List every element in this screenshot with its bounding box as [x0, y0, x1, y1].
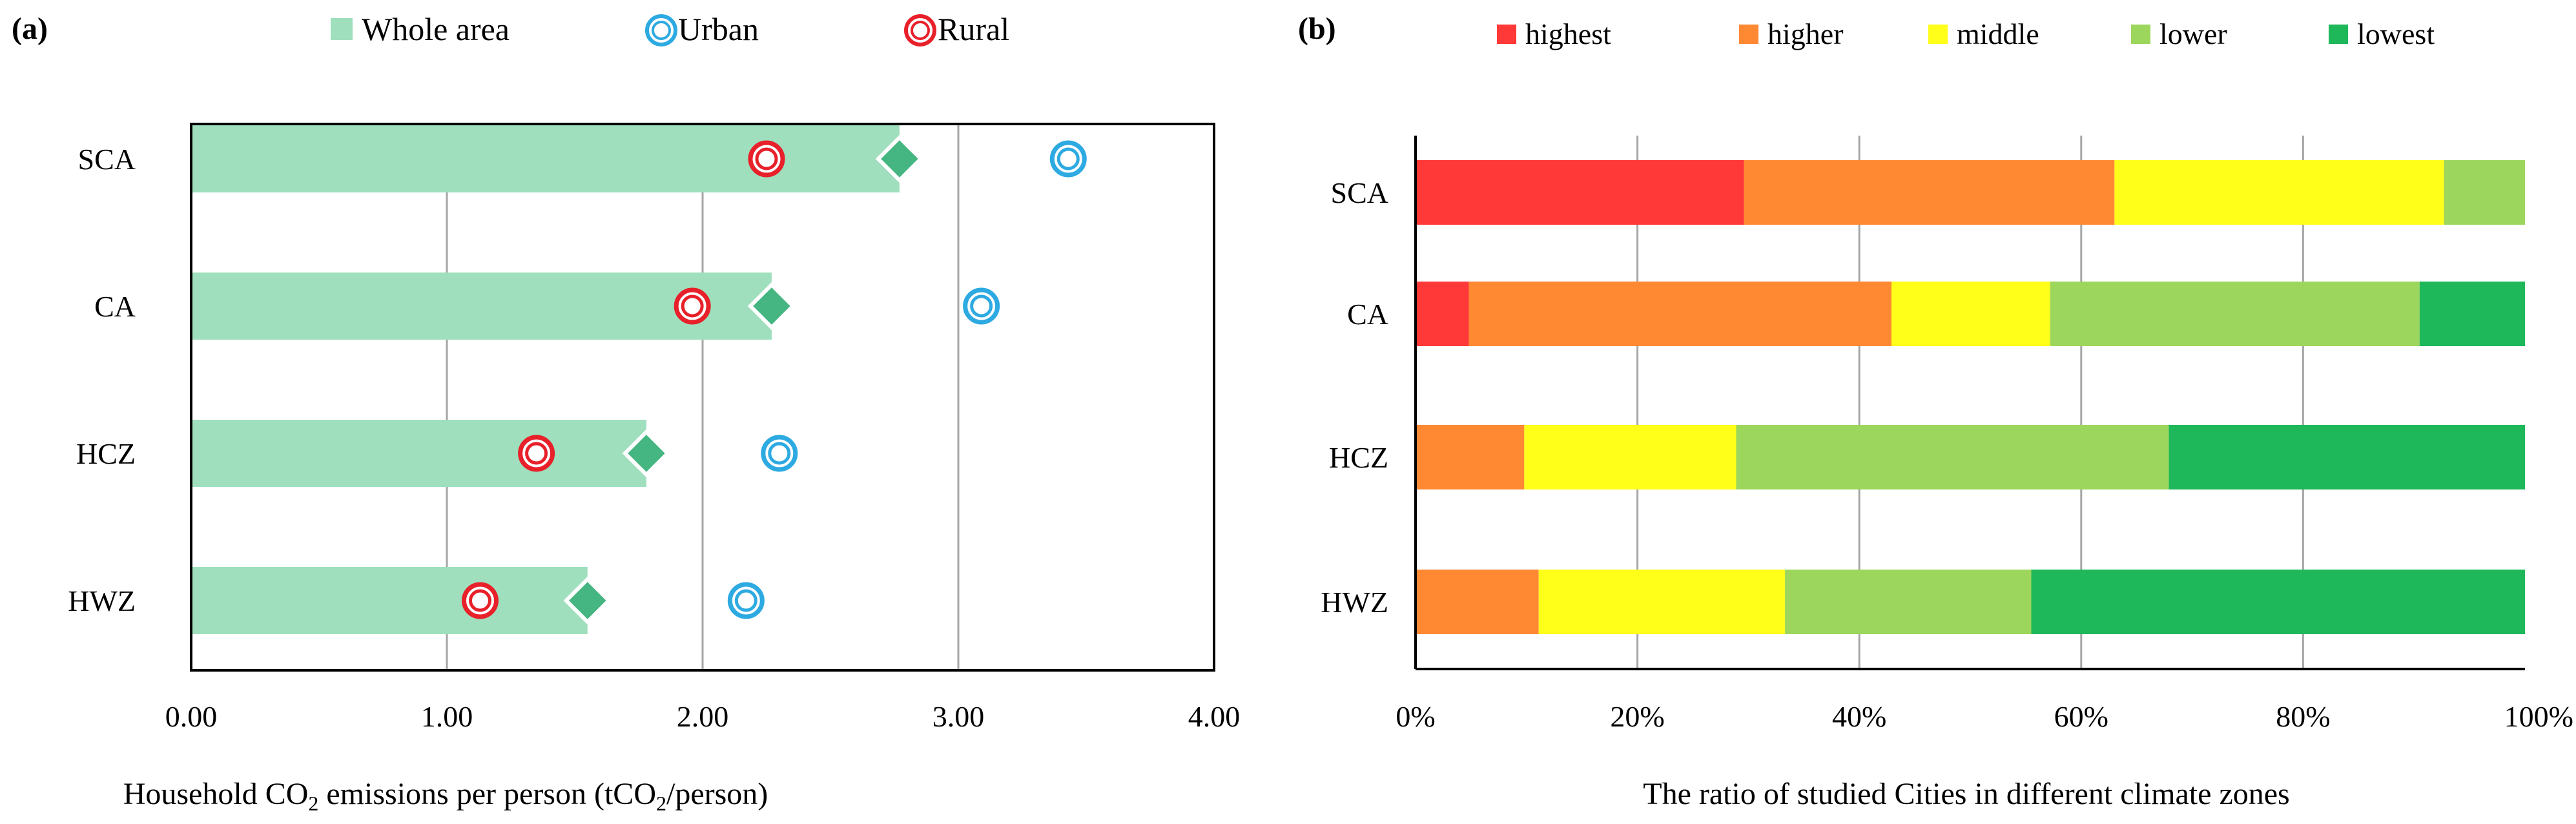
marker-urban-inner-hcz [768, 442, 791, 465]
x-tick-label: 40% [1832, 700, 1886, 733]
xlabel-part: Household CO [123, 777, 309, 811]
bar-whole-area-hcz [191, 420, 646, 487]
legend-swatch-rural-inner [911, 21, 930, 40]
bar-whole-area-hwz [191, 567, 588, 634]
panel-a: (a) Whole area Urban Rural SCA CA HCZ HWZ 0.0… [12, 11, 1240, 815]
panel-b-label: (b) [1298, 12, 1336, 46]
bar-segment-lowest-ca [2419, 282, 2525, 346]
panel-b: (b) highest higher middle lower lowest SCA CA… [1298, 12, 2573, 811]
bar-segment-higher-hcz [1416, 425, 1525, 489]
x-tick-label: 0% [1396, 700, 1435, 733]
bar-segment-lowest-hwz [2031, 570, 2525, 634]
panel-a-bars [191, 125, 900, 634]
panel-a-markers [461, 134, 1087, 625]
legend-swatch-urban-inner [652, 21, 671, 40]
bar-segment-lower-hwz [1785, 570, 2032, 634]
legend-label-lowest: lowest [2357, 17, 2435, 50]
marker-whole-area-hwz [563, 576, 612, 625]
bar-segment-higher-ca [1468, 282, 1892, 346]
bar-segment-lower-hcz [1736, 425, 2169, 489]
marker-urban-inner-hwz [734, 589, 757, 612]
x-tick-label: 100% [2504, 700, 2573, 733]
legend-swatch-highest [1497, 25, 1516, 44]
panel-a-label: (a) [12, 12, 48, 46]
panel-a-frame [190, 123, 1215, 672]
bar-segment-lower-ca [2050, 282, 2420, 346]
x-tick-label: 1.00 [421, 700, 473, 733]
panel-a-legend: Whole area Urban Rural [331, 11, 1009, 47]
x-tick-label: 80% [2276, 700, 2330, 733]
legend-label-middle: middle [1957, 17, 2039, 50]
legend-label-lower: lower [2159, 17, 2227, 50]
bar-segment-middle-hcz [1524, 425, 1736, 489]
xlabel-part: emissions per person (tCO [318, 777, 656, 811]
marker-whole-area-hcz [622, 429, 671, 478]
x-tick-label: 60% [2054, 700, 2108, 733]
legend-label-highest: highest [1525, 17, 1611, 50]
x-tick-label: 2.00 [677, 700, 729, 733]
x-tick-label: 4.00 [1188, 700, 1241, 733]
bar-whole-area-sca [191, 125, 900, 192]
x-tick-label: 3.00 [933, 700, 985, 733]
bar-segment-highest-sca [1416, 160, 1744, 225]
bar-segment-lowest-hcz [2169, 425, 2525, 489]
category-label-hwz: HWZ [68, 584, 136, 617]
panel-b-x-tick-labels: 0% 20% 40% 60% 80% 100% [1396, 700, 2573, 733]
panel-b-legend: highest higher middle lower lowest [1497, 17, 2435, 50]
bar-segment-highest-ca [1416, 282, 1469, 346]
panel-b-x-axis-title: The ratio of studied Cities in different… [1643, 777, 2289, 811]
panel-a-category-labels: SCA CA HCZ HWZ [68, 143, 136, 617]
legend-swatch-middle [1928, 25, 1948, 44]
marker-whole-area-sca [875, 134, 924, 183]
legend-swatch-lowest [2329, 25, 2348, 44]
legend-swatch-higher [1739, 25, 1758, 44]
xlabel-subscript: 2 [308, 792, 318, 815]
bar-segment-higher-sca [1744, 160, 2115, 225]
legend-swatch-whole-area [331, 18, 353, 40]
panel-b-category-labels: SCA CA HCZ HWZ [1321, 176, 1388, 619]
category-label-hwz: HWZ [1321, 586, 1388, 619]
marker-rural-inner-sca [755, 147, 778, 170]
legend-label-higher: higher [1767, 17, 1844, 50]
panel-a-x-axis-title: Household CO2 emissions per person (tCO2… [123, 777, 768, 815]
bar-segment-lower-sca [2444, 160, 2525, 225]
marker-urban-inner-sca [1056, 147, 1080, 170]
x-tick-label: 0.00 [165, 700, 218, 733]
category-label-hcz: HCZ [1329, 441, 1388, 474]
legend-swatch-lower [2131, 25, 2150, 44]
panel-b-frame [1414, 136, 2525, 670]
marker-urban-inner-ca [970, 294, 993, 318]
bar-segment-middle-sca [2114, 160, 2444, 225]
category-label-hcz: HCZ [76, 437, 136, 470]
category-label-ca: CA [94, 290, 136, 323]
marker-rural-inner-hwz [468, 589, 491, 612]
panel-b-stacked-bars [1416, 160, 2525, 634]
legend-label-urban: Urban [678, 11, 759, 47]
marker-whole-area-ca [747, 282, 796, 331]
x-tick-label: 20% [1610, 700, 1664, 733]
bar-segment-higher-hwz [1416, 570, 1539, 634]
bar-segment-middle-ca [1891, 282, 2050, 346]
plot-area-border [190, 123, 1215, 672]
category-label-ca: CA [1347, 298, 1388, 331]
category-label-sca: SCA [78, 143, 136, 176]
legend-label-whole-area: Whole area [362, 11, 510, 47]
marker-rural-inner-hcz [525, 442, 548, 465]
xlabel-part: /person) [666, 777, 768, 811]
category-label-sca: SCA [1331, 176, 1388, 209]
panel-a-x-tick-labels: 0.00 1.00 2.00 3.00 4.00 [165, 700, 1241, 733]
legend-label-rural: Rural [938, 11, 1009, 47]
bar-segment-middle-hwz [1538, 570, 1786, 634]
marker-rural-inner-ca [681, 294, 704, 318]
xlabel-subscript: 2 [656, 792, 666, 815]
